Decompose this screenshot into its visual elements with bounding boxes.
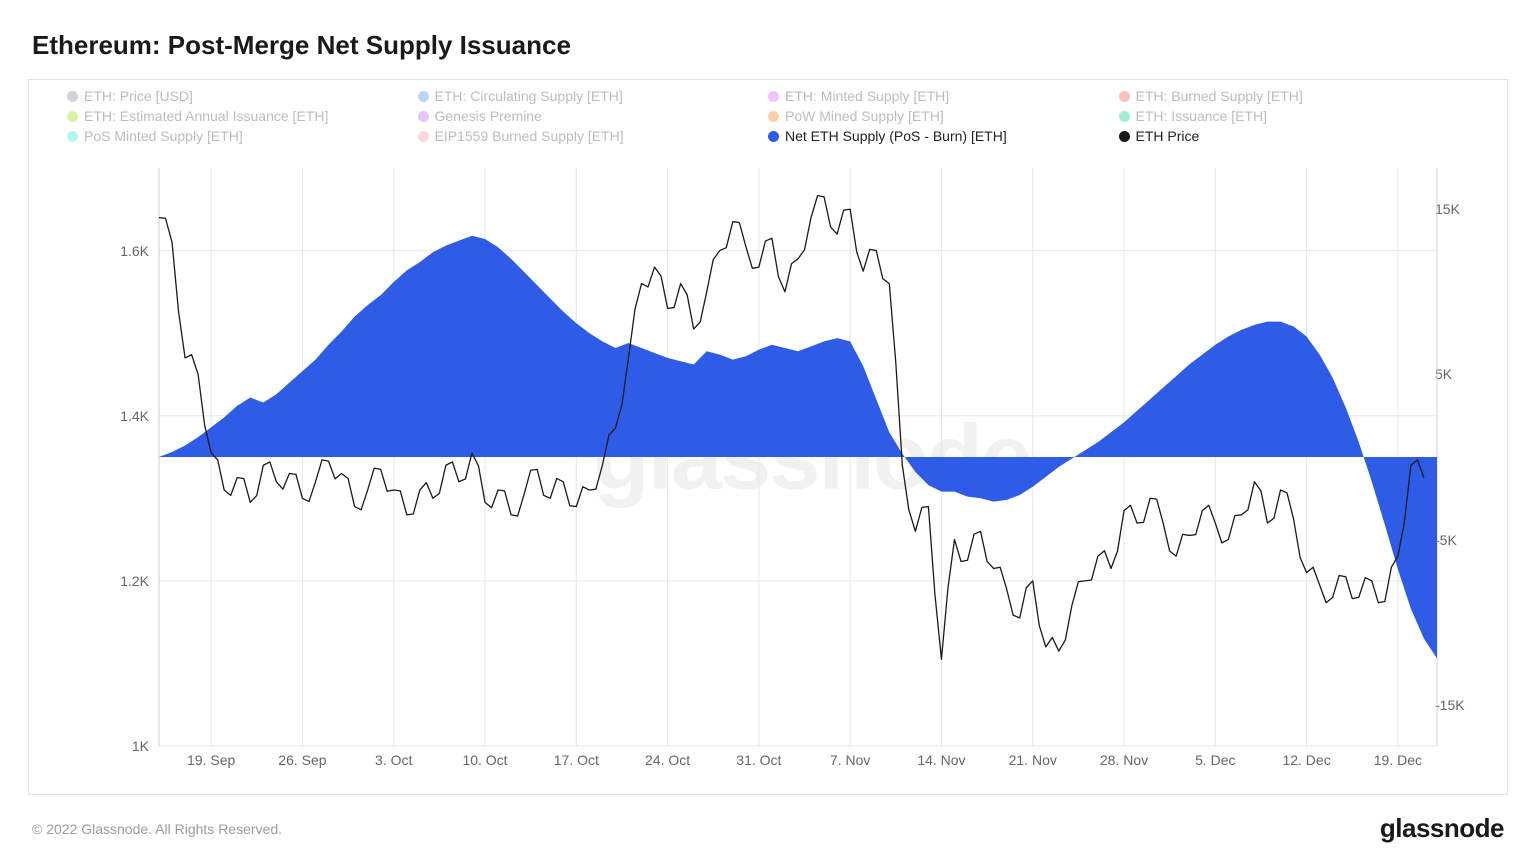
legend-label: Genesis Premine [435, 108, 542, 124]
legend-swatch [67, 131, 78, 142]
legend-item[interactable]: ETH: Minted Supply [ETH] [768, 88, 1119, 104]
legend-item[interactable]: ETH: Estimated Annual Issuance [ETH] [67, 108, 418, 124]
legend-item[interactable]: ETH: Issuance [ETH] [1119, 108, 1470, 124]
legend-swatch [418, 111, 429, 122]
x-axis: 19. Sep 26. Sep 3. Oct 10. Oct 17. Oct 24. Oc… [159, 752, 1437, 772]
y-right-tick: 5K [1435, 366, 1495, 382]
x-tick: 7. Nov [830, 752, 870, 768]
x-tick: 19. Sep [187, 752, 235, 768]
x-tick: 5. Dec [1195, 752, 1235, 768]
legend-item[interactable]: ETH Price [1119, 128, 1470, 144]
chart-frame: ETH: Price [USD] ETH: Circulating Supply … [28, 79, 1508, 795]
copyright-text: © 2022 Glassnode. All Rights Reserved. [32, 821, 282, 837]
legend-label: ETH: Minted Supply [ETH] [785, 88, 949, 104]
legend-swatch [768, 91, 779, 102]
x-tick: 21. Nov [1009, 752, 1057, 768]
x-tick: 24. Oct [645, 752, 690, 768]
x-tick: 31. Oct [736, 752, 781, 768]
legend-item[interactable]: Net ETH Supply (PoS - Burn) [ETH] [768, 128, 1119, 144]
x-tick: 17. Oct [554, 752, 599, 768]
legend-item[interactable]: PoW Mined Supply [ETH] [768, 108, 1119, 124]
legend-label: PoS Minted Supply [ETH] [84, 128, 243, 144]
legend-item[interactable]: EIP1559 Burned Supply [ETH] [418, 128, 769, 144]
x-tick: 26. Sep [278, 752, 326, 768]
y-axis-right: -15K -5K 5K 15K [1435, 168, 1495, 746]
brand-logo: glassnode [1380, 813, 1504, 844]
legend-swatch [768, 131, 779, 142]
legend-label: ETH Price [1136, 128, 1200, 144]
legend-item[interactable]: ETH: Price [USD] [67, 88, 418, 104]
legend-swatch [67, 91, 78, 102]
legend-swatch [768, 111, 779, 122]
legend: ETH: Price [USD] ETH: Circulating Supply … [67, 88, 1469, 144]
legend-swatch [67, 111, 78, 122]
y-left-tick: 1.2K [89, 573, 149, 589]
legend-label: PoW Mined Supply [ETH] [785, 108, 944, 124]
legend-label: ETH: Price [USD] [84, 88, 193, 104]
page-title: Ethereum: Post-Merge Net Supply Issuance [32, 30, 1508, 61]
y-right-tick: 15K [1435, 201, 1495, 217]
x-tick: 12. Dec [1282, 752, 1330, 768]
legend-label: ETH: Issuance [ETH] [1136, 108, 1267, 124]
legend-swatch [418, 131, 429, 142]
y-right-tick: -15K [1435, 697, 1495, 713]
legend-label: ETH: Burned Supply [ETH] [1136, 88, 1303, 104]
x-tick: 10. Oct [462, 752, 507, 768]
y-left-tick: 1K [89, 738, 149, 754]
legend-item[interactable]: ETH: Circulating Supply [ETH] [418, 88, 769, 104]
legend-item[interactable]: ETH: Burned Supply [ETH] [1119, 88, 1470, 104]
legend-swatch [1119, 131, 1130, 142]
x-tick: 28. Nov [1100, 752, 1148, 768]
x-tick: 19. Dec [1374, 752, 1422, 768]
x-tick: 14. Nov [917, 752, 965, 768]
y-left-tick: 1.6K [89, 243, 149, 259]
legend-label: ETH: Estimated Annual Issuance [ETH] [84, 108, 328, 124]
chart-plot-area [159, 168, 1437, 746]
legend-swatch [1119, 91, 1130, 102]
y-left-tick: 1.4K [89, 408, 149, 424]
x-tick: 3. Oct [375, 752, 412, 768]
y-right-tick: -5K [1435, 532, 1495, 548]
legend-label: ETH: Circulating Supply [ETH] [435, 88, 623, 104]
y-axis-left: 1K1.2K1.4K1.6K [89, 168, 149, 746]
legend-swatch [418, 91, 429, 102]
legend-label: Net ETH Supply (PoS - Burn) [ETH] [785, 128, 1007, 144]
legend-label: EIP1559 Burned Supply [ETH] [435, 128, 624, 144]
legend-swatch [1119, 111, 1130, 122]
legend-item[interactable]: Genesis Premine [418, 108, 769, 124]
legend-item[interactable]: PoS Minted Supply [ETH] [67, 128, 418, 144]
